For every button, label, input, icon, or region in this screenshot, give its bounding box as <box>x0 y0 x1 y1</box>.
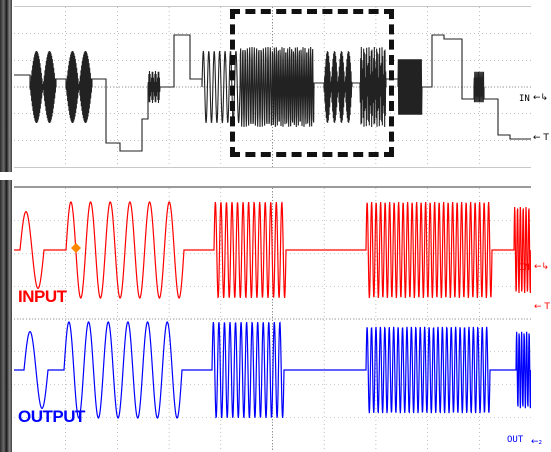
top-signal-trace <box>14 34 531 152</box>
graticule <box>14 188 531 450</box>
top-channel-arrow-icon[interactable]: ←↳ <box>533 93 549 103</box>
output-label: OUTPUT <box>18 407 85 426</box>
bottom-scope-panel: INPUT OUTPUT IN ←↳ ← T OUT ←₂ <box>0 180 551 452</box>
top-channel-marker: IN <box>519 94 530 104</box>
top-screen-bezel <box>0 0 12 172</box>
input-channel-marker: IN <box>519 263 530 273</box>
top-scope-panel: IN ←↳ ← T <box>0 0 551 172</box>
top-trigger-marker[interactable]: ← T <box>533 133 549 143</box>
input-channel-arrow-icon[interactable]: ←↳ <box>534 262 550 272</box>
bottom-waveform-plot <box>14 188 531 450</box>
zoom-selection-box[interactable] <box>230 9 394 157</box>
output-channel-marker: OUT <box>507 435 524 445</box>
bottom-screen-bezel <box>0 180 12 452</box>
top-waveform-plot <box>14 7 531 167</box>
cursor-marker-icon <box>71 243 81 253</box>
input-label: INPUT <box>18 287 67 306</box>
trigger-marker[interactable]: ← T <box>534 302 550 312</box>
input-signal-trace <box>14 201 531 299</box>
output-channel-arrow-icon[interactable]: ←₂ <box>531 437 543 447</box>
bottom-waveform-screen[interactable] <box>14 186 531 450</box>
top-waveform-screen[interactable] <box>14 6 531 168</box>
output-signal-trace <box>14 321 531 419</box>
